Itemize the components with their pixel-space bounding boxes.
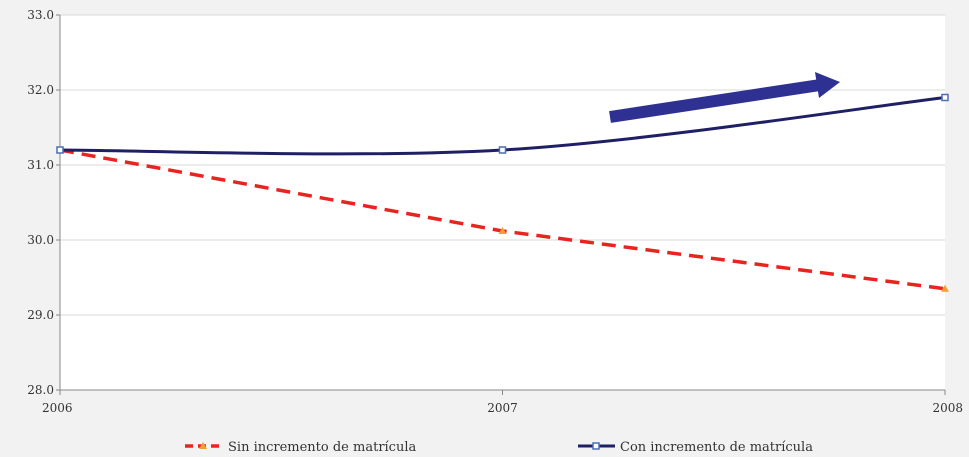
legend-marker-triangle [199, 442, 207, 449]
data-point-square [56, 146, 64, 154]
legend-label-sin-incremento: Sin incremento de matrícula [228, 440, 416, 455]
y-tick-label: 29.0 [27, 308, 54, 322]
data-point-square [941, 93, 949, 102]
y-tick-label: 32.0 [27, 83, 54, 97]
y-tick-label: 33.0 [27, 8, 54, 22]
x-tick-label: 2006 [42, 401, 73, 415]
y-tick-label: 30.0 [27, 233, 54, 247]
x-tick-label: 2008 [932, 401, 963, 415]
data-point-triangle [941, 284, 949, 292]
x-tick-label: 2007 [487, 401, 518, 415]
arrow-head [815, 72, 840, 98]
arrow-shaft [609, 79, 821, 123]
legend: Sin incremento de matrícula Con increment… [185, 440, 813, 455]
data-point-triangle [498, 227, 507, 234]
y-tick-label: 28.0 [27, 383, 54, 397]
data-point-square [498, 146, 507, 154]
series-2 [56, 93, 949, 156]
y-tick-label: 31.0 [27, 158, 54, 172]
plot-area [60, 15, 945, 390]
y-axis-ticks: 28.0 29.0 30.0 31.0 32.0 33.0 [27, 8, 60, 397]
legend-marker-square [592, 442, 600, 450]
x-axis-ticks: 2006 2007 2008 [42, 390, 963, 415]
legend-label-con-incremento: Con incremento de matrícula [620, 440, 813, 455]
series-lines [56, 93, 949, 292]
trend-arrow-annotation [609, 72, 840, 123]
